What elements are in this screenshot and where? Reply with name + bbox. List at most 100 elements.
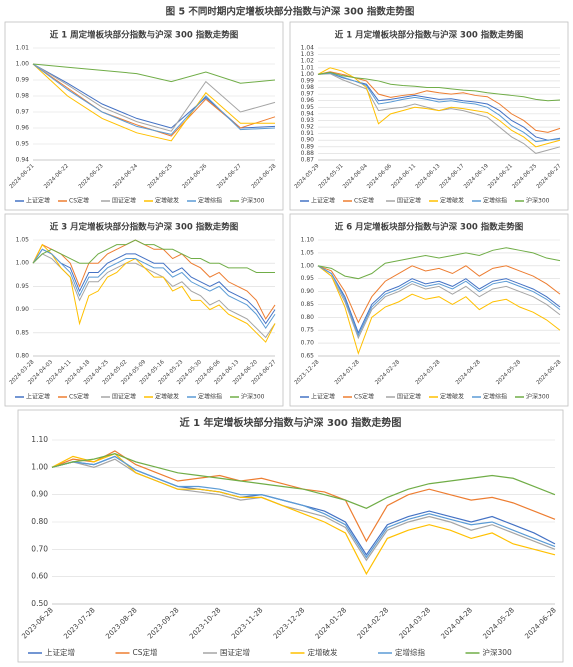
legend-label: 定增综指 — [483, 197, 507, 205]
series-line — [317, 72, 561, 141]
caption: 图 5 不同时期内定增板块部分指数与沪深 300 指数走势图 — [166, 6, 415, 18]
legend-label: 定增破发 — [440, 197, 464, 205]
legend-label: 定增破发 — [308, 647, 338, 657]
x-tick-label: 2023-10-28 — [188, 606, 222, 640]
x-tick-label: 2024-01-28 — [314, 606, 348, 640]
x-tick-label: 2024-06-21 — [487, 163, 514, 190]
legend-label: 国证定增 — [112, 197, 136, 205]
series-line — [32, 63, 276, 135]
series-line — [32, 248, 276, 330]
legend-label: CS定增 — [69, 197, 89, 205]
x-tick-label: 2024-06-28 — [536, 359, 563, 386]
legend-label: 国证定增 — [397, 393, 421, 401]
y-tick-label: 0.90 — [301, 137, 315, 144]
legend-label: 定增综指 — [198, 393, 222, 401]
y-tick-label: 0.99 — [16, 77, 30, 84]
x-tick-label: 2024-06-24 — [112, 163, 139, 190]
chart-title: 近 6 月定增板块部分指数与沪深 300 指数走势图 — [335, 222, 524, 233]
legend-label: 定增破发 — [155, 197, 179, 205]
legend-label: CS定增 — [69, 393, 89, 401]
legend-label: CS定增 — [354, 197, 374, 205]
y-tick-label: 0.91 — [301, 130, 315, 137]
series-line — [32, 63, 275, 142]
panel-frame — [4, 21, 284, 211]
series-line — [32, 63, 276, 137]
legend-label: 沪深300 — [483, 647, 513, 657]
legend-label: 国证定增 — [220, 647, 250, 657]
chart-title: 近 1 周定增板块部分指数与沪深 300 指数走势图 — [50, 30, 239, 41]
y-tick-label: 0.96 — [16, 125, 30, 132]
series-line — [317, 265, 561, 340]
legend-label: 定增综指 — [198, 197, 222, 205]
x-tick-label: 2024-05-28 — [481, 606, 515, 640]
series-line — [32, 248, 276, 325]
series-line — [51, 453, 556, 509]
y-tick-label: 1.05 — [301, 249, 315, 256]
y-tick-label: 0.94 — [301, 110, 315, 117]
series-line — [32, 253, 276, 339]
x-tick-label: 2024-06-28 — [251, 163, 278, 190]
x-tick-label: 2024-06-26 — [181, 163, 208, 190]
y-tick-label: 0.80 — [301, 314, 315, 321]
series-line — [317, 72, 561, 143]
y-tick-label: 0.90 — [301, 288, 315, 295]
legend-label: 定增破发 — [440, 393, 464, 401]
series-line — [317, 265, 561, 337]
y-tick-label: 0.85 — [301, 301, 315, 308]
x-tick-label: 2024-04-28 — [455, 359, 482, 386]
series-line — [317, 73, 561, 154]
y-tick-label: 0.80 — [16, 353, 30, 360]
series-line — [32, 239, 275, 273]
series-line — [51, 458, 556, 562]
x-tick-label: 2023-06-28 — [20, 606, 54, 640]
x-tick-label: 2024-06-11 — [390, 163, 417, 190]
x-tick-label: 2023-08-28 — [104, 606, 138, 640]
y-tick-label: 1.00 — [16, 61, 30, 68]
panel-frame — [17, 409, 564, 663]
x-tick-label: 2024-05-28 — [495, 359, 522, 386]
legend-label: 定增综指 — [395, 647, 425, 657]
legend-label: 上证定增 — [45, 647, 75, 657]
y-tick-label: 0.92 — [301, 124, 315, 131]
y-tick-label: 1.01 — [301, 64, 315, 71]
x-tick-label: 2024-02-28 — [356, 606, 390, 640]
y-tick-label: 1.00 — [16, 260, 30, 267]
x-tick-label: 2024-06-21 — [9, 163, 36, 190]
chart-title: 近 3 月定增板块部分指数与沪深 300 指数走势图 — [50, 222, 239, 233]
x-tick-label: 2024-06-27 — [536, 163, 563, 190]
y-tick-label: 1.00 — [301, 262, 315, 269]
y-tick-label: 0.93 — [301, 117, 315, 124]
legend-label: 沪深300 — [526, 197, 550, 205]
y-tick-label: 1.00 — [31, 462, 48, 471]
y-tick-label: 0.70 — [301, 340, 315, 347]
series-line — [317, 247, 561, 280]
y-tick-label: 0.70 — [31, 544, 48, 553]
legend-label: 国证定增 — [112, 393, 136, 401]
y-tick-label: 0.94 — [16, 157, 30, 164]
series-line — [317, 71, 561, 102]
y-tick-label: 1.00 — [301, 71, 315, 78]
series-line — [317, 265, 561, 356]
y-tick-label: 0.95 — [16, 141, 30, 148]
y-tick-label: 0.89 — [301, 143, 315, 150]
y-tick-label: 0.96 — [301, 97, 315, 104]
legend-label: CS定增 — [133, 647, 158, 657]
legend-label: 国证定增 — [397, 197, 421, 205]
y-tick-label: 0.97 — [16, 109, 30, 116]
legend-label: 沪深300 — [241, 197, 265, 205]
legend-label: 定增破发 — [155, 393, 179, 401]
y-tick-label: 1.01 — [16, 45, 30, 52]
y-tick-label: 0.95 — [301, 104, 315, 111]
y-tick-label: 0.98 — [301, 84, 315, 91]
x-tick-label: 2024-03-28 — [415, 359, 442, 386]
y-tick-label: 0.90 — [31, 490, 48, 499]
x-tick-label: 2024-01-28 — [334, 359, 361, 386]
legend-label: 上证定增 — [311, 393, 335, 401]
y-tick-label: 0.85 — [16, 329, 30, 336]
series-line — [32, 63, 276, 132]
x-tick-label: 2023-11-28 — [230, 606, 264, 640]
y-tick-label: 0.75 — [301, 327, 315, 334]
series-line — [32, 243, 276, 343]
y-tick-label: 1.05 — [16, 237, 30, 244]
